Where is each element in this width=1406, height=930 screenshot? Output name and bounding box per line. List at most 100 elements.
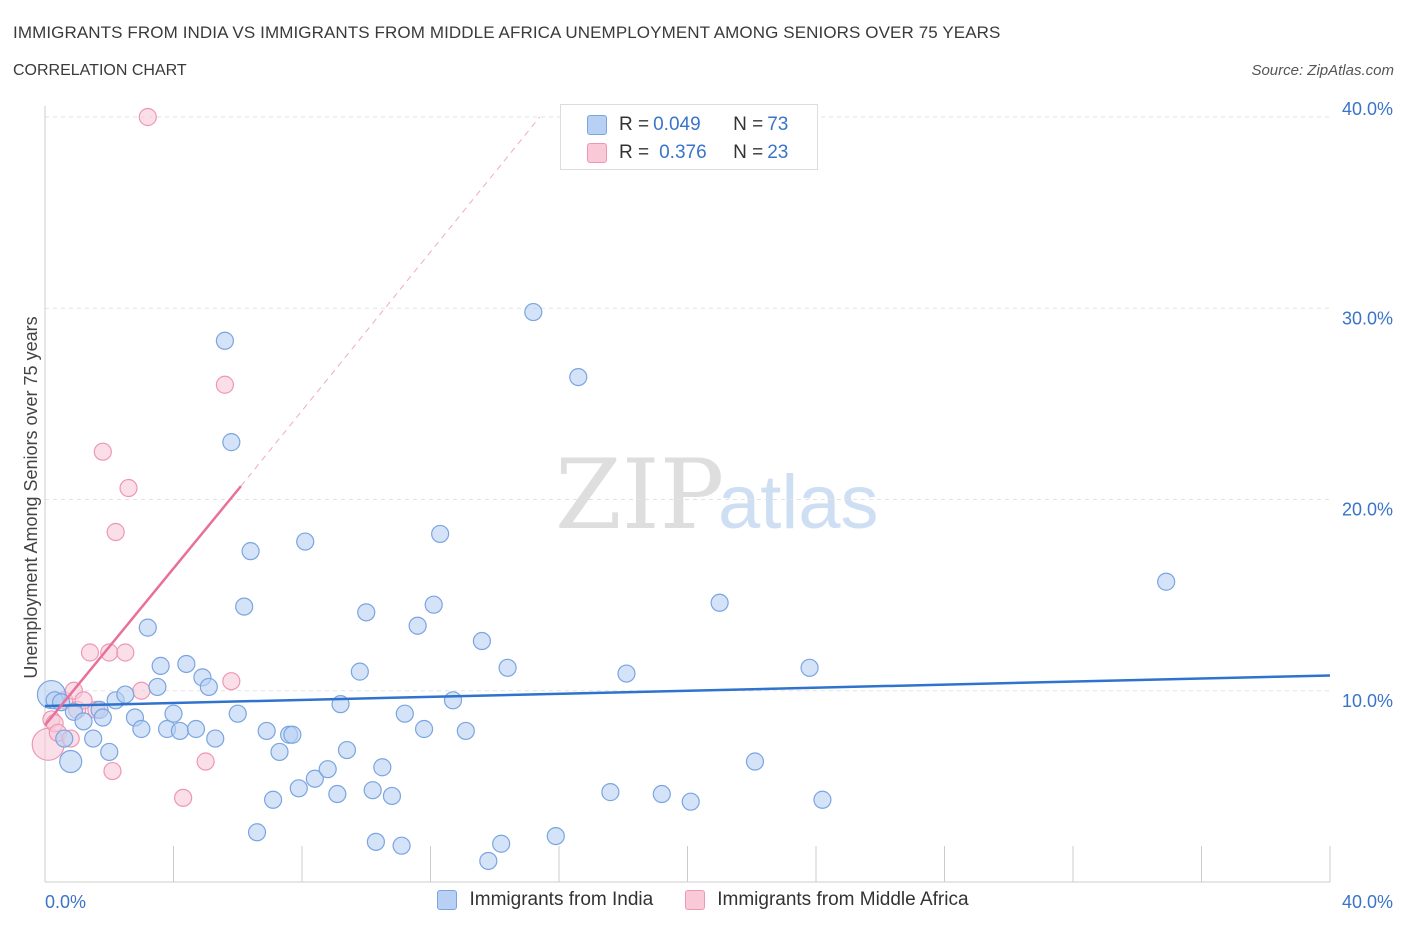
india-r-label: R = [619,114,650,135]
india-point [357,603,376,622]
india-point [373,758,392,777]
india-point [93,708,112,727]
africa-r-value: 0.376 [659,142,707,163]
india-point [116,685,135,704]
africa-point [196,752,215,771]
india-point [652,784,671,804]
india-point [479,851,498,871]
india-point [289,779,308,798]
india-point [270,742,289,762]
india-point [263,790,283,809]
india-point [524,302,543,322]
x-tick-label: 40.0% [1342,892,1393,912]
india-point [601,783,620,802]
legend-item-india: Immigrants from India [437,889,653,911]
india-legend-label: Immigrants from India [469,889,654,910]
africa-n-label: N = [733,142,764,163]
africa-r-label: R = [619,142,650,163]
india-point [283,725,302,744]
india-n-value: 73 [767,114,789,135]
india-point [414,719,434,739]
africa-trend-line [44,485,242,726]
india-r-value: 0.049 [653,114,701,135]
india-point [431,524,450,544]
india-point [296,532,315,551]
india-point [350,662,369,681]
india-swatch [587,115,607,135]
india-point [546,826,565,846]
africa-point [116,643,135,662]
africa-point [138,107,157,127]
india-point [710,593,729,612]
india-point [74,712,93,731]
india-point [337,740,357,760]
y-tick-label: 40.0% [1342,99,1393,119]
chart-subtitle: CORRELATION CHART [13,62,187,79]
india-point [305,769,324,788]
india-point [745,752,765,771]
india-point [492,834,511,853]
india-point [392,836,411,855]
africa-n-value: 23 [767,142,789,163]
india-legend-swatch [437,890,458,910]
india-point [199,677,218,697]
india-point [164,704,183,723]
india-point [681,792,700,811]
india-point [363,781,382,800]
india-point [318,760,337,779]
india-point [328,784,347,804]
india-point [228,704,247,723]
africa-point [93,442,112,461]
africa-point [103,761,122,781]
india-point [257,721,276,741]
series-legend: Immigrants from India Immigrants from Mi… [0,889,1406,911]
india-point [424,595,443,614]
india-point [617,664,636,683]
india-point [1157,572,1176,591]
africa-point [80,643,100,662]
y-tick-label: 30.0% [1342,308,1393,328]
india-point [138,618,157,637]
india-point [241,542,260,561]
africa-point [119,478,138,498]
india-n-label: N = [733,114,764,135]
india-point [472,631,491,651]
india-point [132,719,151,739]
india-point [222,433,241,452]
india-point [247,823,267,842]
y-axis-label: Unemployment Among Seniors over 75 years [21,316,41,678]
india-point [800,658,819,677]
x-tick-label: 0.0% [45,892,86,912]
india-point [498,658,517,677]
africa-point [106,522,125,542]
africa-point [215,375,234,394]
india-point [186,719,206,739]
india-point [456,721,475,741]
india-point [382,786,402,806]
y-tick-label: 20.0% [1342,500,1393,520]
india-point [148,677,167,697]
india-point [395,704,414,723]
india-point [84,729,103,748]
africa-swatch [587,143,607,163]
watermark-atlas: atlas [718,460,879,545]
y-tick-label: 10.0% [1342,691,1393,711]
stats-legend-row-africa: R = 0.376 N = 23 [587,140,788,166]
india-point [366,832,385,851]
africa-point [174,788,193,807]
stats-legend-row-india: R = 0.049 N = 73 [587,112,788,138]
india-point [170,721,190,741]
chart-title: IMMIGRANTS FROM INDIA VS IMMIGRANTS FROM… [13,23,1001,42]
india-point [151,656,170,675]
india-point [59,749,83,774]
india-point [206,729,225,748]
africa-point [222,672,241,691]
india-point [177,654,196,674]
india-point [813,790,832,809]
africa-trend-extension [240,116,541,487]
india-trend-line [44,674,1331,708]
india-point [55,729,74,748]
africa-point [132,681,151,700]
india-point [569,368,588,387]
